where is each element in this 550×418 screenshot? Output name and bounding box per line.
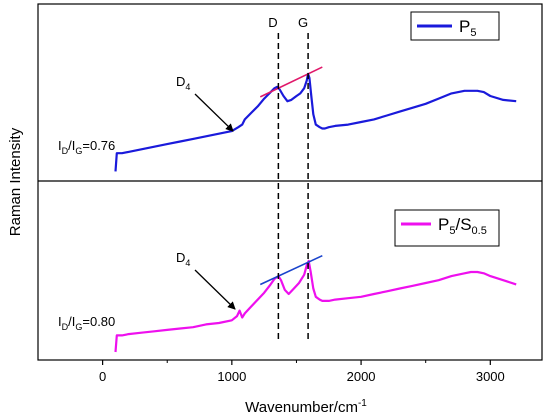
ref-line-d-label: D bbox=[268, 15, 277, 30]
ref-line-g-label: G bbox=[298, 15, 308, 30]
legend-top: P5 bbox=[410, 11, 500, 41]
x-tick-label: 3000 bbox=[476, 369, 505, 384]
x-axis-label: Wavenumber/cm-1 bbox=[245, 398, 367, 416]
series-line-p5-s05 bbox=[114, 259, 517, 353]
d4-label-bottom: D4 bbox=[176, 250, 190, 268]
legend-top-label: P5 bbox=[459, 17, 476, 39]
legend-bottom-label: P5/S0.5 bbox=[438, 215, 487, 237]
legend-bottom: P5/S0.5 bbox=[394, 209, 500, 247]
d4-arrow-top bbox=[194, 93, 234, 132]
trend-line-bottom bbox=[259, 254, 323, 286]
x-tick-label: 2000 bbox=[347, 369, 376, 384]
trend-line-top bbox=[259, 66, 323, 98]
x-tick-label: 1000 bbox=[217, 369, 246, 384]
ratio-label-bottom: ID/IG=0.80 bbox=[58, 314, 115, 332]
legend-bottom-box bbox=[394, 209, 500, 247]
series-line-p5 bbox=[114, 72, 517, 172]
ratio-label-top: ID/IG=0.76 bbox=[58, 138, 115, 156]
y-axis-label: Raman Intensity bbox=[7, 127, 24, 236]
plot-frame bbox=[37, 3, 543, 361]
d4-arrow-bottom bbox=[194, 269, 236, 310]
d4-label-top: D4 bbox=[176, 74, 190, 92]
x-tick-label: 0 bbox=[99, 369, 106, 384]
